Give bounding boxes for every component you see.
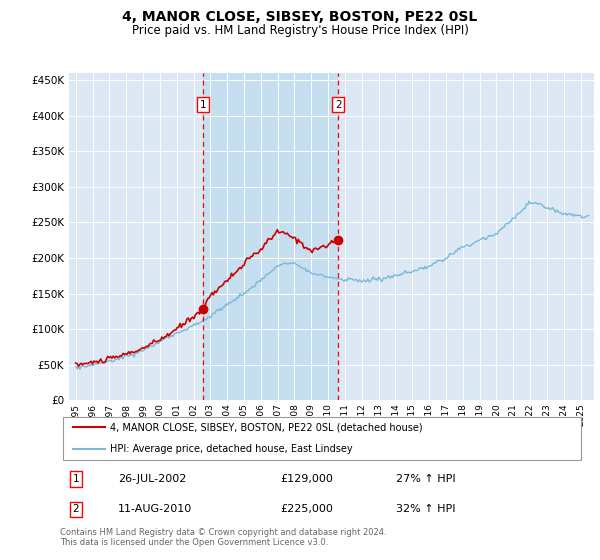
Text: £129,000: £129,000 xyxy=(281,474,334,484)
Text: 1: 1 xyxy=(200,100,206,110)
Text: 4, MANOR CLOSE, SIBSEY, BOSTON, PE22 0SL (detached house): 4, MANOR CLOSE, SIBSEY, BOSTON, PE22 0SL… xyxy=(110,422,422,432)
Text: 2: 2 xyxy=(335,100,342,110)
Text: 11-AUG-2010: 11-AUG-2010 xyxy=(118,505,192,515)
Text: Contains HM Land Registry data © Crown copyright and database right 2024.
This d: Contains HM Land Registry data © Crown c… xyxy=(60,528,386,547)
Text: 2: 2 xyxy=(73,505,79,515)
Text: 27% ↑ HPI: 27% ↑ HPI xyxy=(396,474,455,484)
FancyBboxPatch shape xyxy=(62,417,581,460)
Text: 1: 1 xyxy=(73,474,79,484)
Text: 32% ↑ HPI: 32% ↑ HPI xyxy=(396,505,455,515)
Text: Price paid vs. HM Land Registry's House Price Index (HPI): Price paid vs. HM Land Registry's House … xyxy=(131,24,469,36)
Bar xyxy=(203,73,338,400)
Text: HPI: Average price, detached house, East Lindsey: HPI: Average price, detached house, East… xyxy=(110,444,353,454)
Text: 26-JUL-2002: 26-JUL-2002 xyxy=(118,474,186,484)
Text: £225,000: £225,000 xyxy=(281,505,334,515)
Text: 4, MANOR CLOSE, SIBSEY, BOSTON, PE22 0SL: 4, MANOR CLOSE, SIBSEY, BOSTON, PE22 0SL xyxy=(122,10,478,24)
